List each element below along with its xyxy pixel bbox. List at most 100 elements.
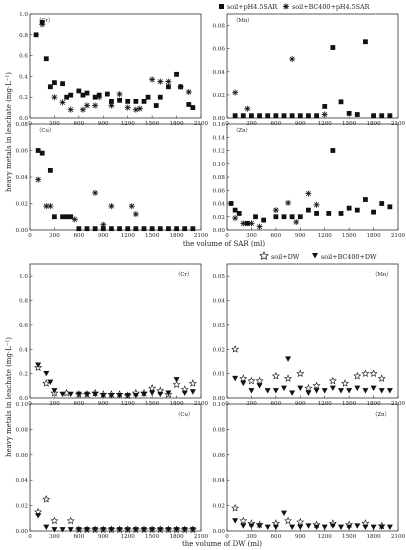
- data-point-star: [304, 384, 313, 392]
- data-point-triangle: [240, 523, 247, 529]
- legend-label-soil-bc400-ph45sar: soil+BC400+pH4.5SAR: [292, 3, 370, 11]
- y-tick-label: 0.04: [213, 202, 226, 208]
- data-point-square: [297, 113, 303, 119]
- data-point-triangle: [132, 392, 139, 399]
- data-point-square: [141, 98, 147, 104]
- y-tick-label: 0.10: [213, 162, 226, 168]
- data-point-star: [312, 381, 321, 390]
- data-point-triangle: [157, 391, 164, 398]
- data-point-asterisk: [96, 94, 103, 101]
- data-point-square: [257, 113, 262, 119]
- data-point-triangle: [75, 527, 82, 533]
- data-point-triangle: [272, 388, 279, 394]
- data-point-square: [253, 214, 258, 220]
- data-point-triangle: [84, 527, 90, 533]
- data-point-square: [133, 98, 139, 104]
- x-tick-label: 600: [271, 233, 282, 239]
- data-point-triangle: [116, 527, 123, 533]
- data-point-asterisk: [256, 223, 263, 230]
- data-point-star: [188, 379, 197, 387]
- data-point-asterisk: [47, 203, 54, 210]
- y-tick-label: 0.2: [19, 95, 28, 101]
- data-point-star: [361, 369, 370, 378]
- x-tick-label: 300: [246, 233, 257, 239]
- y-tick-label: 0.04: [213, 70, 226, 76]
- data-point-triangle: [35, 362, 42, 368]
- data-point-asterisk: [35, 176, 42, 183]
- data-point-triangle: [232, 375, 239, 382]
- data-point-square: [117, 97, 122, 103]
- data-point-square: [240, 113, 246, 119]
- data-point-triangle: [240, 380, 247, 387]
- data-point-asterisk: [128, 203, 135, 210]
- data-point-square: [265, 113, 271, 119]
- x-tick-label: 300: [49, 233, 60, 239]
- x-tick-label: 1800: [169, 233, 184, 239]
- data-point-triangle: [43, 371, 50, 377]
- y-tick-label: 0.0: [19, 116, 28, 122]
- data-point-triangle: [329, 385, 336, 392]
- data-point-square: [387, 113, 393, 119]
- panel-label: （Mn）: [372, 271, 392, 278]
- series-soil-bc400: [35, 362, 196, 399]
- data-point-star: [328, 376, 337, 385]
- legend-label-soil-bc400-dw: soil+BC400+DW: [321, 253, 377, 261]
- data-point-triangle: [370, 524, 377, 530]
- y-tick-label: 0.4: [19, 74, 28, 80]
- panel-sar-cu: （Cu） 0 300 600 900 1200 1500 1800 2100 0.00 0.02 0.…: [16, 122, 209, 239]
- data-point-star: [271, 371, 280, 380]
- data-point-star: [172, 380, 181, 388]
- y-tick-label: 0.06: [16, 149, 29, 155]
- data-point-square: [60, 81, 65, 87]
- data-point-triangle: [338, 524, 344, 530]
- data-point-square: [249, 113, 254, 119]
- data-point-triangle: [248, 388, 255, 394]
- data-point-triangle: [346, 388, 353, 394]
- data-point-triangle: [289, 524, 296, 530]
- data-point-triangle: [321, 388, 328, 394]
- data-point-asterisk: [313, 201, 320, 208]
- data-point-square: [145, 94, 151, 100]
- data-point-square: [326, 211, 332, 216]
- panel-label: （Cr）: [175, 271, 192, 278]
- data-point-triangle: [181, 390, 188, 396]
- data-point-square: [39, 150, 45, 156]
- data-point-asterisk: [293, 219, 300, 226]
- x-tick-label: 1800: [366, 233, 381, 239]
- data-point-square: [60, 214, 65, 220]
- data-point-square: [125, 226, 131, 232]
- data-point-square: [354, 112, 360, 117]
- data-point-triangle: [272, 524, 279, 530]
- data-point-triangle: [141, 391, 147, 398]
- panel-sar-zn: （Zn） 0 300 600 900 1200 1500 1800 2100 0.00 0.02 0.…: [213, 122, 406, 239]
- x-tick-label: 1500: [342, 233, 357, 239]
- data-point-triangle: [354, 385, 361, 392]
- data-point-square: [379, 201, 385, 206]
- x-tick-label: 600: [74, 534, 85, 540]
- data-point-triangle: [313, 524, 320, 530]
- data-point-square: [35, 148, 41, 153]
- data-point-triangle: [378, 524, 385, 530]
- data-point-triangle: [232, 518, 239, 524]
- legend-label-soil-dw: soil+DW: [271, 253, 300, 261]
- data-point-star: [369, 369, 378, 378]
- x-tick-label: 1200: [121, 534, 136, 540]
- series-soil: [231, 345, 386, 392]
- data-point-square: [64, 214, 70, 220]
- data-point-asterisk: [84, 102, 90, 109]
- data-point-square: [109, 98, 114, 104]
- x-tick-label: 1500: [145, 534, 160, 540]
- data-point-square: [84, 90, 90, 96]
- data-point-triangle: [100, 527, 107, 533]
- y-tick-label: 0.06: [213, 453, 226, 459]
- data-point-asterisk: [108, 102, 115, 109]
- data-point-square: [52, 214, 57, 220]
- data-point-triangle: [149, 527, 156, 533]
- data-point-triangle: [289, 390, 296, 396]
- data-point-asterisk: [92, 189, 99, 196]
- x-tick-label: 900: [98, 534, 109, 540]
- data-point-square: [379, 113, 385, 119]
- plot-frame: [29, 263, 202, 399]
- data-point-star: [66, 516, 75, 525]
- y-tick-label: 0.14: [213, 135, 226, 141]
